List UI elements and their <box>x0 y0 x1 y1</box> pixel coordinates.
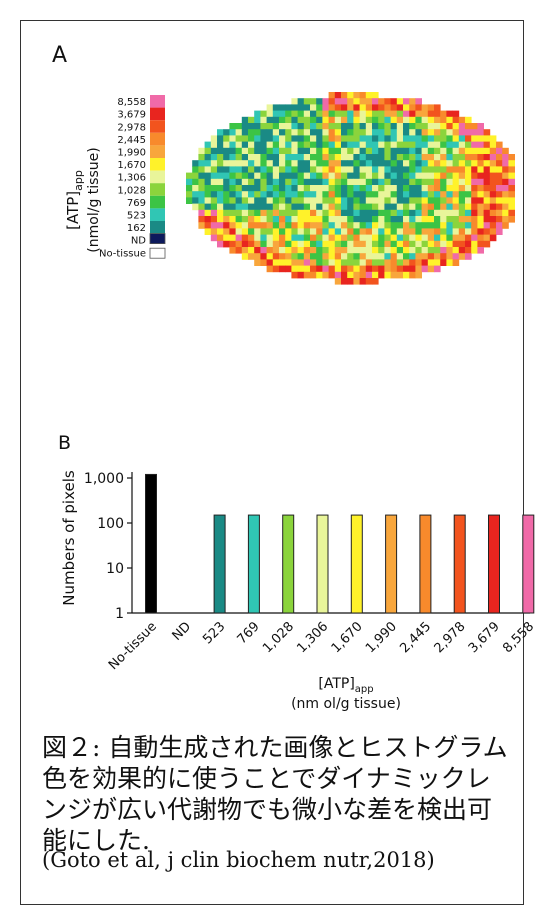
x-tick-label: 8,558 <box>500 619 537 656</box>
caption-line: 能にした. <box>42 826 150 855</box>
legend-swatch <box>150 208 165 221</box>
legend-label: 162 <box>127 223 146 234</box>
x-tick-label: ND <box>170 619 195 644</box>
x-axis-unit: (nm ol/g tissue) <box>291 696 401 712</box>
legend-label: 1,306 <box>117 173 146 184</box>
x-tick-label: 1,670 <box>329 619 366 656</box>
legend-swatch <box>150 95 165 108</box>
panel-a-ylabel-unit: (nmol/g tissue) <box>86 147 102 252</box>
x-tick-label: 2,445 <box>397 619 434 656</box>
histogram-bars <box>145 473 535 614</box>
x-tick-label: No-tissue <box>106 619 160 673</box>
panel-a-label: A <box>52 43 67 68</box>
panel-a-ylabel-sub: app <box>72 170 85 191</box>
legend-swatch <box>150 132 165 146</box>
histogram-bar <box>419 514 432 614</box>
legend-label: 1,670 <box>117 160 146 171</box>
histogram-bar <box>453 514 466 614</box>
legend-swatch <box>150 221 165 234</box>
x-tick-label: 3,679 <box>466 619 503 656</box>
legend-label: 2,445 <box>117 135 146 146</box>
legend-swatch <box>150 170 165 184</box>
legend-swatch <box>149 233 166 245</box>
y-tick-label: 1,000 <box>84 471 124 487</box>
figure-caption: 図２: 自動生成された画像とヒストグラム 色を効果的に使うことでダイナミックレ … <box>42 732 512 856</box>
panel-a-ylabel: [ATP]app (nmol/g tissue) <box>64 147 102 252</box>
y-tick-label: 100 <box>97 516 124 532</box>
histogram-bar <box>145 473 157 614</box>
legend-label: 8,558 <box>117 97 146 108</box>
x-axis-title-sub: app <box>355 684 374 695</box>
histogram-bar <box>213 514 226 614</box>
x-tick-label: 1,028 <box>260 619 297 656</box>
legend-label: 523 <box>127 211 146 222</box>
y-axis-title: Numbers of pixels <box>60 470 78 606</box>
x-tick-label: 769 <box>235 619 263 647</box>
legend-label: No-tissue <box>99 248 146 259</box>
caption-line: 色を効果的に使うことでダイナミックレ <box>42 764 491 793</box>
legend-swatch <box>150 145 165 158</box>
caption-line: 図２: 自動生成された画像とヒストグラム <box>42 733 508 762</box>
panel-a-ylabel-main: [ATP] <box>64 191 82 230</box>
legend-label: 1,028 <box>117 185 146 196</box>
histogram-bar <box>385 514 398 614</box>
legend-swatch <box>150 120 165 133</box>
legend-swatch <box>150 158 165 171</box>
legend-swatch <box>150 183 165 196</box>
histogram-bar <box>522 514 535 614</box>
legend-swatch <box>150 195 165 209</box>
histogram-bar <box>282 514 295 614</box>
citation: (Goto et al, j clin biochem nutr,2018) <box>42 848 435 872</box>
y-tick-label: 1 <box>115 606 124 622</box>
x-tick-label: 523 <box>200 619 228 647</box>
histogram-bar <box>488 514 500 614</box>
panel-b-label: B <box>58 432 71 454</box>
legend-swatch <box>150 107 165 121</box>
x-axis-title: [ATP]app <box>318 676 373 695</box>
y-tick-label: 10 <box>106 561 124 577</box>
histogram-bar <box>350 514 363 614</box>
histogram-bar <box>316 514 329 614</box>
x-axis-title-main: [ATP] <box>318 676 354 692</box>
x-tick-label: 1,306 <box>294 619 331 656</box>
legend-label: 2,978 <box>117 122 146 133</box>
legend-label: 1,990 <box>117 148 146 159</box>
legend-swatch <box>149 247 166 259</box>
atp-heatmap-image <box>186 92 515 285</box>
caption-line: ンジが広い代謝物でも微小な差を検出可 <box>42 795 493 824</box>
legend-label: 769 <box>127 198 146 209</box>
histogram-bar <box>247 514 260 614</box>
x-tick-labels: No-tissue ND 523 7691,0281,3061,6701,9902,4… <box>106 619 537 673</box>
legend-label: 3,679 <box>117 110 146 121</box>
legend-label: ND <box>131 236 146 247</box>
x-tick-label: 2,978 <box>432 619 469 656</box>
x-tick-label: 1,990 <box>363 619 400 656</box>
svg-text:[ATP]app: [ATP]app <box>64 170 85 230</box>
